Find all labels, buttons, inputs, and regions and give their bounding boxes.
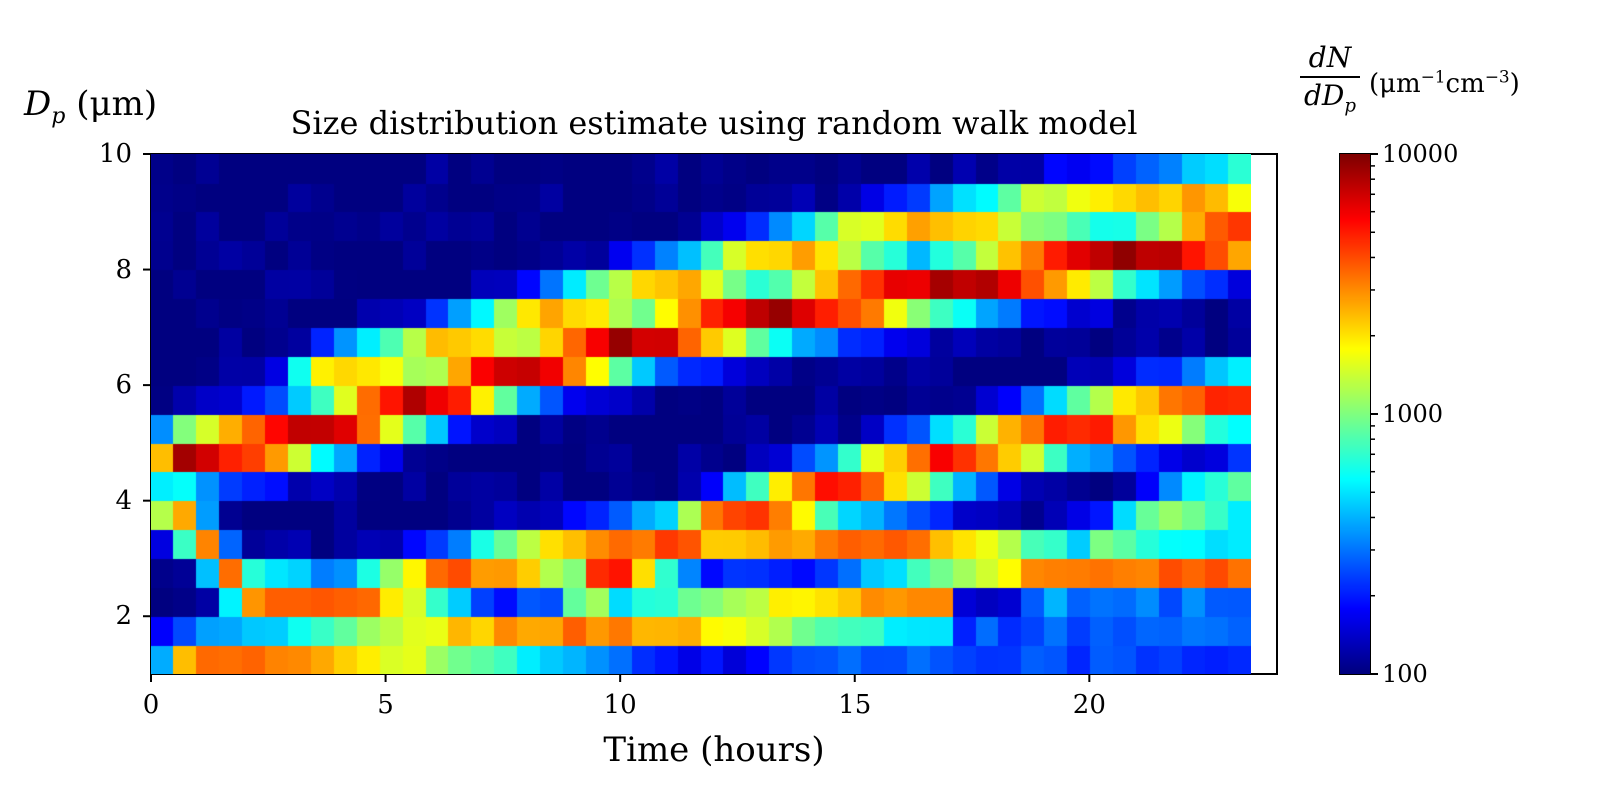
y-axis-label: Dp (μm) xyxy=(24,84,157,129)
y-axis-label-unit: (μm) xyxy=(76,84,158,124)
y-axis-label-symbol: D xyxy=(24,84,52,124)
colorbar-label-denominator: dDp xyxy=(1304,79,1357,117)
x-axis-ticks xyxy=(150,674,1091,682)
x-tick-label: 0 xyxy=(142,690,160,720)
y-axis-ticks xyxy=(143,153,151,618)
x-tick-label: 10 xyxy=(603,690,637,720)
y-axis-label-subscript: p xyxy=(51,102,66,129)
colorbar-tick-label: 10000 xyxy=(1382,140,1459,168)
colorbar-label-fraction: dN dDp xyxy=(1300,40,1361,125)
y-tick-label: 2 xyxy=(115,601,132,632)
colorbar xyxy=(1340,154,1370,674)
colorbar-tick-label: 1000 xyxy=(1382,400,1444,428)
y-tick-label: 6 xyxy=(115,370,132,401)
x-tick-label: 20 xyxy=(1072,690,1106,720)
colorbar-label-unit: (μm−1cm−3) xyxy=(1368,65,1520,99)
heatmap-plot xyxy=(151,154,1251,674)
y-tick-label: 10 xyxy=(98,139,132,169)
y-tick-label: 4 xyxy=(115,485,132,516)
colorbar-ticks xyxy=(1370,153,1378,675)
x-tick-label: 5 xyxy=(377,690,394,720)
x-tick-label: 15 xyxy=(838,690,872,720)
colorbar-label-numerator: dN xyxy=(1300,40,1361,78)
colorbar-tick-label: 100 xyxy=(1382,660,1428,688)
colorbar-label: dN dDp (μm−1cm−3) xyxy=(1300,40,1520,125)
x-axis-label: Time (hours) xyxy=(603,730,825,770)
y-tick-label: 8 xyxy=(115,254,132,285)
chart-title: Size distribution estimate using random … xyxy=(290,104,1138,142)
